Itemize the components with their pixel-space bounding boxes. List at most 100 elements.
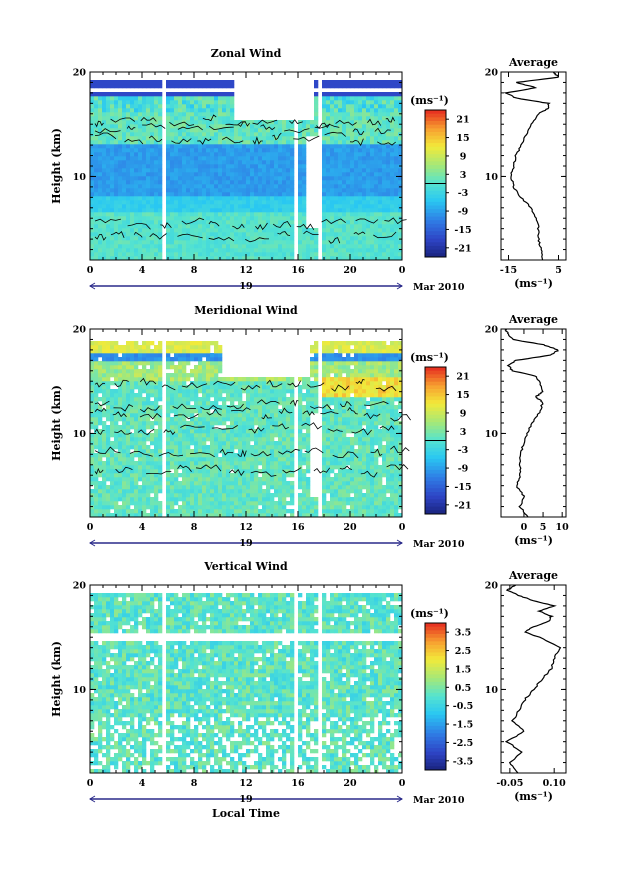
- heatmap-cell: [226, 441, 231, 446]
- heatmap-cell: [154, 228, 159, 233]
- heatmap-cell: [106, 489, 111, 494]
- heatmap-cell: [250, 168, 255, 173]
- heatmap-cell: [214, 244, 219, 249]
- heatmap-cell: [334, 168, 339, 173]
- heatmap-cell: [330, 184, 335, 189]
- heatmap-cell: [246, 132, 251, 137]
- heatmap-cell: [394, 256, 399, 261]
- heatmap-cell: [222, 385, 227, 390]
- heatmap-cell: [226, 252, 231, 257]
- heatmap-cell: [170, 252, 175, 257]
- heatmap-cell: [114, 349, 119, 354]
- heatmap-cell: [334, 84, 339, 89]
- heatmap-cell: [230, 385, 235, 390]
- heatmap-cell: [238, 381, 243, 386]
- heatmap-cell: [130, 100, 135, 105]
- heatmap-cell: [238, 228, 243, 233]
- heatmap-cell: [274, 148, 279, 153]
- heatmap-cell: [110, 433, 115, 438]
- heatmap-cell: [302, 224, 307, 229]
- heatmap-cell: [258, 453, 263, 458]
- heatmap-cell: [334, 204, 339, 209]
- heatmap-cell: [194, 160, 199, 165]
- heatmap-cell: [114, 453, 119, 458]
- heatmap-cell: [238, 493, 243, 498]
- heatmap-cell: [350, 212, 355, 217]
- heatmap-cell: [174, 405, 179, 410]
- heatmap-cell: [306, 228, 311, 233]
- heatmap-cell: [118, 216, 123, 221]
- heatmap-cell: [158, 256, 163, 261]
- heatmap-cell: [126, 393, 131, 398]
- heatmap-cell: [270, 252, 275, 257]
- heatmap-cell: [122, 497, 127, 502]
- heatmap-cell: [174, 140, 179, 145]
- heatmap-cell: [246, 232, 251, 237]
- heatmap-cell: [350, 116, 355, 121]
- heatmap-cell: [106, 172, 111, 177]
- colorbar-swatch: [425, 168, 446, 173]
- heatmap-cell: [178, 200, 183, 205]
- heatmap-cell: [326, 92, 331, 97]
- heatmap-cell: [198, 144, 203, 149]
- heatmap-cell: [174, 240, 179, 245]
- heatmap-cell: [94, 433, 99, 438]
- heatmap-cell: [102, 124, 107, 129]
- heatmap-cell: [178, 232, 183, 237]
- heatmap-cell: [98, 148, 103, 153]
- heatmap-cell: [174, 112, 179, 117]
- heatmap-cell: [106, 413, 111, 418]
- heatmap-cell: [218, 397, 223, 402]
- heatmap-cell: [286, 164, 291, 169]
- heatmap-cell: [114, 184, 119, 189]
- heatmap-cell: [118, 252, 123, 257]
- heatmap-cell: [362, 216, 367, 221]
- heatmap-cell: [146, 152, 151, 157]
- heatmap-cell: [118, 164, 123, 169]
- heatmap-cell: [326, 240, 331, 245]
- heatmap-cell: [94, 465, 99, 470]
- heatmap-cell: [386, 172, 391, 177]
- heatmap-cell: [214, 469, 219, 474]
- heatmap-cell: [314, 84, 319, 89]
- heatmap-cell: [282, 124, 287, 129]
- heatmap-cell: [106, 497, 111, 502]
- heatmap-cell: [266, 204, 271, 209]
- heatmap-cell: [118, 485, 123, 490]
- heatmap-cell: [102, 132, 107, 137]
- heatmap-cell: [94, 457, 99, 462]
- heatmap-cell: [126, 140, 131, 145]
- heatmap-cell: [246, 176, 251, 181]
- heatmap-cell: [110, 513, 115, 518]
- heatmap-cell: [102, 96, 107, 101]
- heatmap-cell: [302, 232, 307, 237]
- heatmap-cell: [110, 429, 115, 434]
- heatmap-cell: [214, 108, 219, 113]
- heatmap-cell: [130, 164, 135, 169]
- heatmap-cell: [390, 148, 395, 153]
- heatmap-cell: [306, 256, 311, 261]
- heatmap-cell: [214, 445, 219, 450]
- heatmap-cell: [238, 421, 243, 426]
- heatmap-cell: [174, 453, 179, 458]
- heatmap-cell: [278, 176, 283, 181]
- heatmap-cell: [206, 140, 211, 145]
- heatmap-cell: [362, 192, 367, 197]
- heatmap-cell: [334, 124, 339, 129]
- heatmap-cell: [258, 509, 263, 514]
- heatmap-cell: [206, 200, 211, 205]
- heatmap-cell: [358, 216, 363, 221]
- heatmap-cell: [190, 353, 195, 358]
- heatmap-cell: [114, 240, 119, 245]
- heatmap-cell: [158, 369, 163, 374]
- heatmap-cell: [126, 425, 131, 430]
- heatmap-cell: [182, 216, 187, 221]
- heatmap-cell: [290, 244, 295, 249]
- heatmap-cell: [198, 224, 203, 229]
- heatmap-cell: [334, 104, 339, 109]
- heatmap-cell: [322, 188, 327, 193]
- heatmap-cell: [182, 116, 187, 121]
- heatmap-cell: [126, 377, 131, 382]
- heatmap-cell: [298, 232, 303, 237]
- heatmap-cell: [238, 437, 243, 442]
